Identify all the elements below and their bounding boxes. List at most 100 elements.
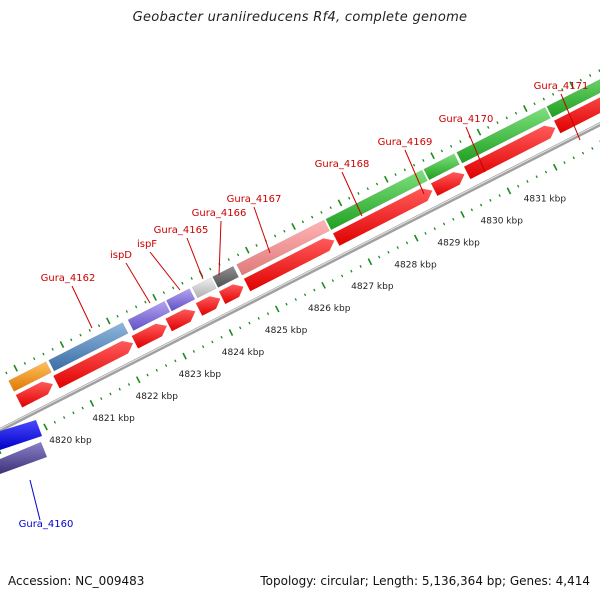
- scale-label: 4820 kbp: [49, 436, 92, 446]
- tick-mark: [348, 196, 351, 200]
- tick-mark: [273, 234, 277, 238]
- tick-mark: [460, 211, 465, 218]
- tick-mark: [313, 288, 316, 292]
- tick-mark: [301, 220, 305, 224]
- tick-mark: [569, 81, 574, 89]
- tick-mark: [134, 305, 138, 309]
- cds-arrow: [165, 309, 196, 332]
- leader-line: [404, 149, 425, 195]
- backbone-layer: [0, 122, 600, 433]
- tick-mark: [331, 279, 335, 283]
- tick-mark: [53, 420, 57, 424]
- tick-mark: [81, 406, 84, 410]
- cds-arrow: [243, 238, 335, 292]
- tick-mark: [522, 104, 528, 112]
- scale-label: 4823 kbp: [179, 370, 222, 380]
- gene-gura-4167: [236, 219, 330, 276]
- leader-line: [341, 171, 363, 217]
- scale-label: 4822 kbp: [136, 392, 179, 402]
- tick-mark: [89, 399, 95, 407]
- tick-mark: [144, 300, 147, 304]
- tick-mark: [452, 217, 455, 221]
- scale-label: 4827 kbp: [351, 282, 394, 292]
- leader-line: [186, 237, 204, 280]
- label-layer: 4820 kbp 4821 kbp 4822 kbp 4823 kbp 4824 kbp…: [19, 81, 589, 530]
- tick-mark: [266, 312, 270, 316]
- tick-mark: [320, 210, 323, 214]
- tick-mark: [255, 243, 258, 247]
- tick-mark: [33, 357, 36, 361]
- tick-mark: [174, 359, 177, 363]
- tick-mark: [479, 203, 483, 207]
- cds-arrow: [15, 381, 53, 408]
- tick-mark: [97, 324, 101, 328]
- gene-label: ispF: [137, 239, 157, 250]
- tick-mark: [589, 74, 592, 77]
- tick-mark: [340, 274, 344, 278]
- leader-line: [125, 262, 151, 304]
- tick-mark: [51, 347, 54, 351]
- tick-mark: [375, 182, 379, 186]
- leader-line: [560, 93, 581, 141]
- scale-label: 4830 kbp: [481, 216, 524, 226]
- tick-mark: [498, 194, 501, 198]
- tick-mark: [182, 352, 187, 360]
- tick-mark: [337, 199, 343, 207]
- gene-ispf: [165, 288, 196, 312]
- gene-gura-4160: [0, 420, 42, 450]
- tick-mark: [581, 151, 585, 155]
- cds-arrow: [464, 125, 556, 180]
- tick-mark: [563, 161, 566, 164]
- tick-mark: [329, 206, 332, 210]
- scale-label: 4825 kbp: [265, 326, 308, 336]
- tick-mark: [118, 387, 121, 391]
- tick-mark: [517, 184, 520, 188]
- gene-gura-4160-cds: [0, 442, 47, 474]
- tick-mark: [489, 198, 492, 202]
- cds-arrow: [554, 97, 600, 134]
- gene-gura-4169: [423, 153, 460, 181]
- inner-ticks: [0, 140, 600, 455]
- scale-label: 4821 kbp: [92, 414, 135, 424]
- gene-label: Gura_4169: [378, 137, 433, 148]
- tick-mark: [496, 121, 499, 125]
- tick-mark: [59, 341, 65, 349]
- tick-mark: [164, 364, 168, 367]
- tick-mark: [88, 328, 91, 332]
- tick-mark: [0, 450, 2, 455]
- tick-mark: [42, 352, 45, 356]
- gene-label: Gura_4171: [534, 81, 589, 92]
- gene-label: Gura_4165: [154, 225, 209, 236]
- tick-mark: [470, 208, 473, 212]
- tick-mark: [383, 175, 389, 183]
- accession-text: Accession: NC_009483: [8, 574, 145, 588]
- genome-backbone: [0, 122, 600, 433]
- tick-mark: [5, 371, 8, 375]
- tick-mark: [100, 397, 103, 401]
- tick-mark: [551, 92, 555, 96]
- tick-mark: [162, 291, 166, 295]
- tick-mark: [591, 146, 594, 150]
- tick-layer: [0, 69, 600, 455]
- tick-mark: [506, 187, 512, 195]
- tick-mark: [135, 376, 141, 384]
- tick-mark: [433, 227, 436, 231]
- tick-mark: [294, 298, 297, 301]
- tick-mark: [405, 241, 409, 245]
- tick-mark: [311, 215, 314, 219]
- tick-mark: [387, 250, 390, 254]
- tick-mark: [274, 305, 280, 313]
- tick-mark: [533, 102, 536, 106]
- tick-mark: [248, 321, 251, 325]
- tick-mark: [552, 163, 558, 171]
- tick-mark: [228, 329, 234, 337]
- tick-mark: [236, 253, 240, 257]
- tick-mark: [220, 335, 223, 339]
- tick-mark: [487, 125, 490, 129]
- tick-mark: [72, 411, 75, 415]
- tick-mark: [244, 246, 250, 254]
- tick-mark: [526, 180, 529, 183]
- outer-ticks: [5, 69, 600, 375]
- tick-mark: [366, 187, 369, 191]
- tick-mark: [378, 255, 381, 259]
